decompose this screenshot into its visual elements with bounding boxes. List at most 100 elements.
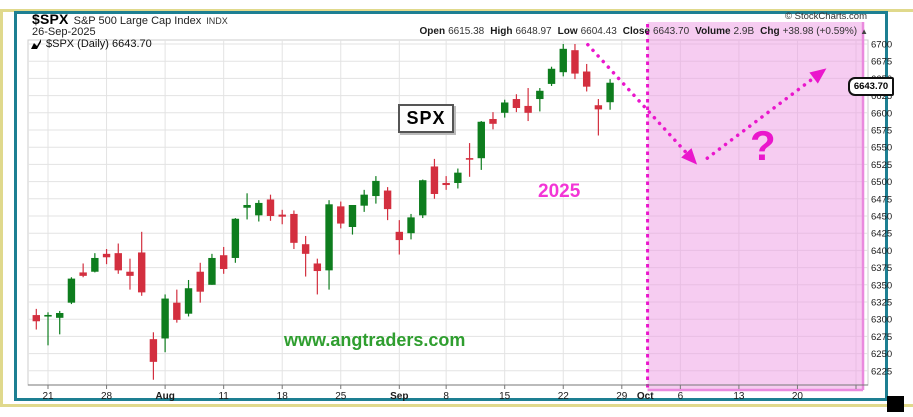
candle [606, 82, 614, 103]
candle [524, 105, 532, 113]
candle [325, 204, 333, 271]
svg-text:Sep: Sep [390, 391, 408, 402]
candle [559, 48, 567, 73]
svg-text:6600: 6600 [871, 108, 892, 119]
svg-text:6375: 6375 [871, 263, 892, 274]
series-legend-label: $SPX (Daily) 6643.70 [46, 38, 152, 50]
candle [219, 255, 228, 269]
svg-text:20: 20 [792, 391, 804, 402]
quote-label: Volume [695, 26, 731, 37]
spx-annotation-box: SPX [398, 104, 454, 133]
candle [477, 121, 485, 159]
candle [337, 206, 345, 224]
candle [149, 339, 158, 362]
svg-text:6625: 6625 [871, 91, 892, 102]
candle [301, 244, 310, 254]
candle [56, 313, 64, 318]
candle [547, 68, 556, 84]
chart-date: 26-Sep-2025 [32, 26, 96, 38]
projection-arrows [586, 42, 827, 165]
change-up-arrow-icon: ▲ [860, 27, 868, 36]
stockcharts-copyright: © StockCharts.com [785, 11, 867, 22]
candle [243, 204, 251, 208]
svg-text:6225: 6225 [871, 366, 892, 377]
chart-header: $SPX S&P 500 Large Cap Index INDX [32, 11, 228, 29]
cursor-block [887, 396, 904, 412]
svg-text:6300: 6300 [871, 315, 892, 326]
quote-label: Chg [760, 26, 780, 37]
candle [372, 180, 380, 197]
candle [161, 298, 169, 339]
quote-label: High [490, 26, 513, 37]
quote-value: 6615.38 [448, 26, 485, 37]
quote-value: 6643.70 [653, 26, 690, 37]
candle [137, 252, 146, 293]
quote-label: Close [622, 26, 650, 37]
svg-text:6350: 6350 [871, 280, 892, 291]
candle [102, 253, 111, 258]
candle [501, 102, 509, 113]
svg-text:6400: 6400 [871, 246, 892, 257]
svg-text:Aug: Aug [155, 391, 174, 402]
angtraders-watermark: www.angtraders.com [284, 330, 466, 350]
svg-text:6250: 6250 [871, 349, 892, 360]
svg-text:25: 25 [335, 391, 347, 402]
candle [114, 253, 122, 271]
candle [313, 263, 322, 272]
quote-value: 6604.43 [580, 26, 617, 37]
candle [536, 90, 544, 100]
candle [255, 202, 263, 216]
x-axis [28, 384, 868, 389]
frame-yellow-bottom [0, 404, 913, 407]
candle [231, 218, 240, 258]
svg-text:6500: 6500 [871, 177, 892, 188]
series-legend[interactable]: $SPX (Daily) 6643.70 [31, 38, 152, 50]
quote-value: 6648.97 [515, 26, 552, 37]
svg-text:6450: 6450 [871, 212, 892, 223]
svg-text:6325: 6325 [871, 298, 892, 309]
svg-text:6: 6 [678, 391, 684, 402]
svg-text:13: 13 [733, 391, 745, 402]
symbol-exchange: INDX [206, 16, 228, 26]
projection-region [646, 22, 865, 392]
candle [430, 166, 439, 194]
x-axis-labels: 21 28 Aug 11 18 25 Sep 8 15 22 29 Oct 6 13 20 [42, 391, 803, 402]
candle [465, 158, 474, 160]
candles [32, 44, 614, 380]
svg-text:6475: 6475 [871, 194, 892, 205]
svg-text:15: 15 [499, 391, 511, 402]
candle [266, 199, 275, 216]
candle [173, 302, 181, 320]
candle [67, 278, 76, 303]
candle [512, 99, 521, 108]
candle [442, 182, 450, 186]
candle [571, 50, 579, 74]
svg-text:6550: 6550 [871, 143, 892, 154]
ohlc-quote-bar: Open 6615.38 High 6648.97 Low 6604.43 Close 664… [414, 26, 868, 37]
candle [594, 105, 603, 110]
arrow-up [705, 68, 827, 160]
candle [126, 271, 134, 276]
candle [348, 204, 357, 228]
frame-yellow-top [0, 9, 913, 12]
candle [489, 118, 497, 124]
svg-text:6275: 6275 [871, 332, 892, 343]
frame-yellow-left [0, 9, 3, 407]
year-annotation: 2025 [538, 181, 581, 202]
candle [184, 288, 193, 314]
chart-style-icon [31, 38, 41, 49]
symbol-name: S&P 500 Large Cap Index [73, 15, 202, 27]
svg-text:6425: 6425 [871, 229, 892, 240]
svg-text:11: 11 [218, 391, 229, 402]
svg-text:28: 28 [101, 391, 113, 402]
candle [407, 217, 415, 234]
svg-text:6700: 6700 [871, 40, 892, 51]
candle [290, 213, 298, 243]
candle [383, 190, 392, 210]
candle [208, 257, 216, 285]
svg-text:22: 22 [558, 391, 570, 402]
candle [44, 314, 52, 317]
candle [395, 231, 404, 241]
symbol-ticker: $SPX [32, 11, 69, 27]
